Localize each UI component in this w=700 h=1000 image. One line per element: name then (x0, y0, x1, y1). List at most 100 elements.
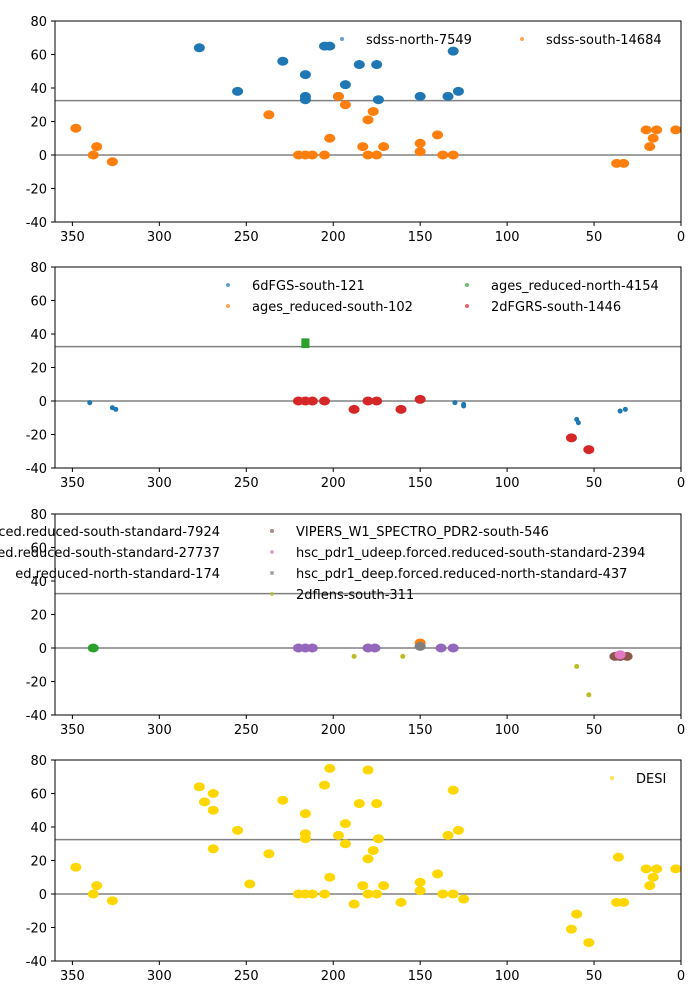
data-point (565, 433, 577, 443)
legend-marker (465, 283, 469, 287)
data-point (319, 396, 331, 406)
x-tick-label: 200 (321, 723, 346, 738)
legend-marker (226, 283, 230, 287)
data-point (91, 142, 103, 152)
y-tick-label: 60 (30, 49, 47, 64)
y-tick-label: 0 (39, 888, 47, 903)
data-point (319, 150, 331, 160)
x-tick-label: 100 (495, 723, 520, 738)
data-point (357, 142, 369, 152)
data-point (612, 852, 624, 862)
data-point (332, 830, 344, 840)
data-point (113, 406, 119, 412)
data-point (324, 133, 336, 143)
data-point (371, 396, 383, 406)
x-tick-label: 350 (60, 969, 85, 984)
legend: DESI (610, 772, 666, 787)
data-point (437, 889, 449, 899)
points-layer (87, 338, 628, 455)
data-point (351, 653, 357, 659)
x-tick-label: 0 (677, 230, 685, 245)
y-tick-label: 20 (30, 362, 47, 377)
y-tick-label: 40 (30, 821, 47, 836)
x-tick-label: 300 (147, 969, 172, 984)
data-point (207, 844, 219, 854)
x-tick-label: 150 (408, 723, 433, 738)
data-point (277, 795, 289, 805)
data-point (414, 641, 426, 651)
data-point (414, 394, 426, 404)
data-point (618, 897, 630, 907)
x-tick-label: 350 (60, 476, 85, 491)
legend: ced.reduced-south-standard-7924 ced.reduc… (0, 525, 645, 603)
data-point (644, 881, 656, 891)
data-point (414, 147, 426, 157)
data-point (193, 43, 205, 53)
data-point (565, 924, 577, 934)
y-tick-label: 40 (30, 328, 47, 343)
legend-marker (270, 592, 274, 596)
y-tick-label: 60 (30, 295, 47, 310)
x-tick-label: 150 (408, 476, 433, 491)
y-tick-label: 0 (39, 149, 47, 164)
legend-marker (465, 304, 469, 308)
data-point (91, 881, 103, 891)
y-tick-label: 40 (30, 575, 47, 590)
x-tick-label: 350 (60, 723, 85, 738)
y-tick-label: 60 (30, 788, 47, 803)
data-point (640, 864, 652, 874)
x-tick-label: 300 (147, 723, 172, 738)
legend-label: hsc_pdr1_deep.forced.reduced-north-stand… (296, 567, 627, 582)
y-tick-label: -20 (26, 922, 47, 937)
chart-panel-1: 350 300 250 200 150 100 50 0806040200-20-40sdss… (26, 15, 685, 245)
legend-marker (270, 529, 274, 533)
data-point (362, 150, 374, 160)
data-point (651, 125, 663, 135)
data-point (232, 86, 244, 96)
data-point (306, 396, 318, 406)
data-point (87, 643, 99, 653)
y-tick-label: 80 (30, 261, 47, 276)
data-point (371, 799, 383, 809)
data-point (447, 643, 459, 653)
data-point (371, 60, 383, 70)
data-point (574, 663, 580, 669)
data-point (339, 80, 351, 90)
x-tick-label: 0 (677, 476, 685, 491)
legend-label: sdss-north-7549 (366, 33, 472, 48)
data-point (670, 864, 681, 874)
data-point (378, 142, 390, 152)
x-tick-label: 300 (147, 476, 172, 491)
x-tick-label: 50 (586, 230, 603, 245)
y-tick-label: 60 (30, 542, 47, 557)
data-point (447, 46, 459, 56)
data-point (357, 881, 369, 891)
chart-panel-2: 350 300 250 200 150 100 50 0806040200-20-406dFG… (26, 261, 685, 491)
legend-label: hsc_pdr1_udeep.forced.reduced-south-stan… (296, 546, 645, 561)
data-point (324, 872, 336, 882)
data-point (199, 797, 211, 807)
data-point (583, 445, 595, 455)
legend-marker (610, 776, 614, 780)
data-point (442, 91, 454, 101)
x-tick-label: 250 (234, 230, 259, 245)
data-point (70, 862, 82, 872)
data-point (106, 157, 118, 167)
data-point (442, 830, 454, 840)
y-tick-label: 20 (30, 116, 47, 131)
legend-marker (270, 550, 274, 554)
data-point (319, 889, 331, 899)
y-tick-label: -20 (26, 183, 47, 198)
x-tick-label: 250 (234, 969, 259, 984)
data-point (640, 125, 652, 135)
data-point (263, 110, 275, 120)
data-point (670, 125, 681, 135)
data-point (371, 889, 383, 899)
data-point (324, 41, 336, 51)
data-point (571, 909, 583, 919)
x-tick-label: 0 (677, 969, 685, 984)
legend-marker (226, 304, 230, 308)
x-tick-label: 200 (321, 969, 346, 984)
